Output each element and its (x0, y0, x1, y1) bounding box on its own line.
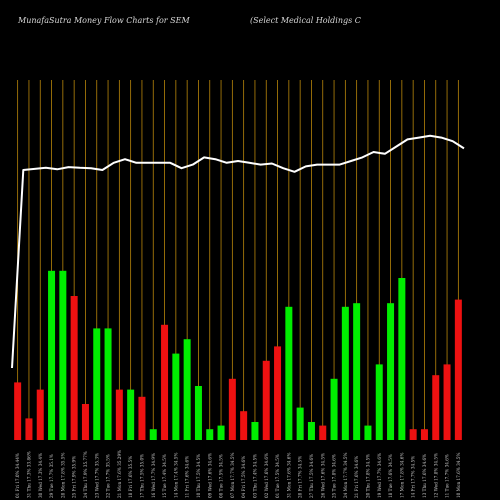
x-tick-label: 07 Mon 17.7% 34.5% (230, 453, 235, 498)
money-flow-bar (161, 324, 169, 440)
money-flow-bar (364, 425, 372, 440)
money-flow-bar (251, 422, 259, 440)
money-flow-bar (70, 296, 78, 440)
money-flow-bar (432, 375, 440, 440)
money-flow-bar (93, 328, 101, 440)
x-tick-label: 21 Fri 17.6% 34.6% (354, 456, 359, 498)
money-flow-bar (115, 389, 123, 440)
x-tick-label: 11 Tue 17.7% 34.6% (445, 454, 450, 498)
money-flow-bar (138, 396, 146, 440)
x-tick-label: 20 Thu 17.8% 34.5% (365, 454, 370, 498)
x-tick-label: 25 Tue 17.8% 34.6% (332, 454, 337, 498)
x-tick-label: 29 Tue 17.7% 35.1% (49, 454, 54, 498)
money-flow-bar (217, 425, 225, 440)
x-tick-label: 25 Fri 17.9% 35.9% (72, 456, 77, 498)
x-tick-label: 02 Wed 17.6% 34.6% (264, 453, 269, 498)
money-flow-bar (206, 429, 214, 440)
x-tick-label: 17 Mon 17.8% 34.6% (399, 453, 404, 498)
x-tick-label: 31 Thu 17.3% 33.86% (26, 451, 31, 498)
x-tick-label: 01 Fri 17.0% 34.44% (15, 453, 20, 498)
money-flow-bar (240, 411, 248, 440)
money-flow-bar (398, 278, 406, 440)
money-flow-bar (420, 429, 428, 440)
money-flow-bar (443, 364, 451, 440)
money-flow-bar (341, 306, 349, 440)
chart-title-left: MunafaSutra Money Flow Charts for SEM (17, 16, 190, 25)
price-line-layer (11, 134, 465, 369)
x-tick-label: 15 Tue 17.4% 34.5% (162, 454, 167, 498)
x-tick-label: 10 Mon 17.6% 34.5% (456, 453, 461, 498)
money-flow-bar (172, 353, 180, 440)
x-tick-label: 31 Mon 17.6% 34.6% (286, 453, 291, 498)
price-line (11, 134, 465, 369)
x-tick-label: 16 Wed 17.7% 34.9% (151, 453, 156, 498)
x-tick-label: 10 Thu 17.5% 34.5% (196, 454, 201, 498)
money-flow-bar (183, 339, 191, 440)
x-tick-label: 11 Fri 17.6% 34.6% (185, 456, 190, 498)
x-tick-label: 14 Mon 17.4% 34.5% (173, 453, 178, 498)
money-flow-bar (375, 364, 383, 440)
x-tick-label: 30 Wed 17.3% 34.4% (38, 453, 43, 498)
x-tick-label: 01 Tue 17.5% 34.5% (275, 454, 280, 498)
x-tick-label: 18 Tue 17.6% 34.5% (388, 454, 393, 498)
money-flow-bar (285, 306, 293, 440)
money-flow-bar (307, 422, 315, 440)
money-flow-bar (36, 389, 44, 440)
money-flow-bar (194, 386, 202, 440)
x-tick-label: 18 Fri 17.6% 35.5% (128, 456, 133, 498)
x-tick-label: 04 Fri 17.5% 34.6% (241, 456, 246, 498)
x-tick-label: 09 Wed 17.6% 34.6% (207, 453, 212, 498)
x-tick-label: 21 Mon 17.6% 35.29% (117, 450, 122, 498)
x-tick-label: 23 Wed 17.7% 35.3% (94, 453, 99, 498)
money-flow-bar (104, 328, 112, 440)
money-flow-bars (14, 270, 462, 440)
money-flow-bar (14, 382, 22, 440)
x-tick-label: 19 Wed 17.7% 34.6% (377, 453, 382, 498)
money-flow-bar (409, 429, 417, 440)
money-flow-bar (330, 378, 338, 440)
money-flow-bar (319, 425, 327, 440)
money-flow-bar (353, 303, 361, 440)
money-flow-bar (81, 404, 89, 440)
x-tick-label: 28 Fri 17.7% 34.5% (298, 456, 303, 498)
x-tick-label: 17 Thu 17.5% 35.0% (139, 454, 144, 498)
x-tick-label: 24 Thu 17.9% 35.77% (83, 451, 88, 498)
money-flow-bar (454, 299, 462, 440)
x-tick-labels: 01 Fri 17.0% 34.44% 31 Thu 17.3% 33.86% 30… (15, 450, 461, 498)
money-flow-bar (387, 303, 395, 440)
money-flow-bar (127, 389, 135, 440)
x-tick-label: 22 Tue 17.7% 35.5% (106, 454, 111, 498)
money-flow-bar (274, 346, 282, 440)
x-tick-label: 28 Mon 17.8% 35.5% (60, 453, 65, 498)
x-tick-label: 12 Wed 17.8% 34.5% (433, 453, 438, 498)
x-tick-label: 08 Tue 17.5% 34.5% (219, 454, 224, 498)
x-tick-label: 27 Thu 17.5% 34.6% (309, 454, 314, 498)
money-flow-bar (149, 429, 157, 440)
x-tick-label: 26 Wed 17.6% 34.5% (320, 453, 325, 498)
x-tick-label: 24 Mon 17.7% 34.5% (343, 453, 348, 498)
x-tick-label: 14 Fri 17.7% 34.5% (411, 456, 416, 498)
money-flow-bar (262, 360, 270, 440)
x-tick-label: 13 Thu 17.6% 34.6% (422, 454, 427, 498)
money-flow-bar (48, 270, 56, 440)
money-flow-bar (228, 378, 236, 440)
chart-title-right: (Select Medical Holdings C (250, 16, 361, 25)
money-flow-bar (59, 270, 67, 440)
x-tick-label: 03 Thu 17.4% 34.5% (252, 454, 257, 498)
money-flow-bar (25, 418, 33, 440)
money-flow-bar (296, 407, 304, 440)
